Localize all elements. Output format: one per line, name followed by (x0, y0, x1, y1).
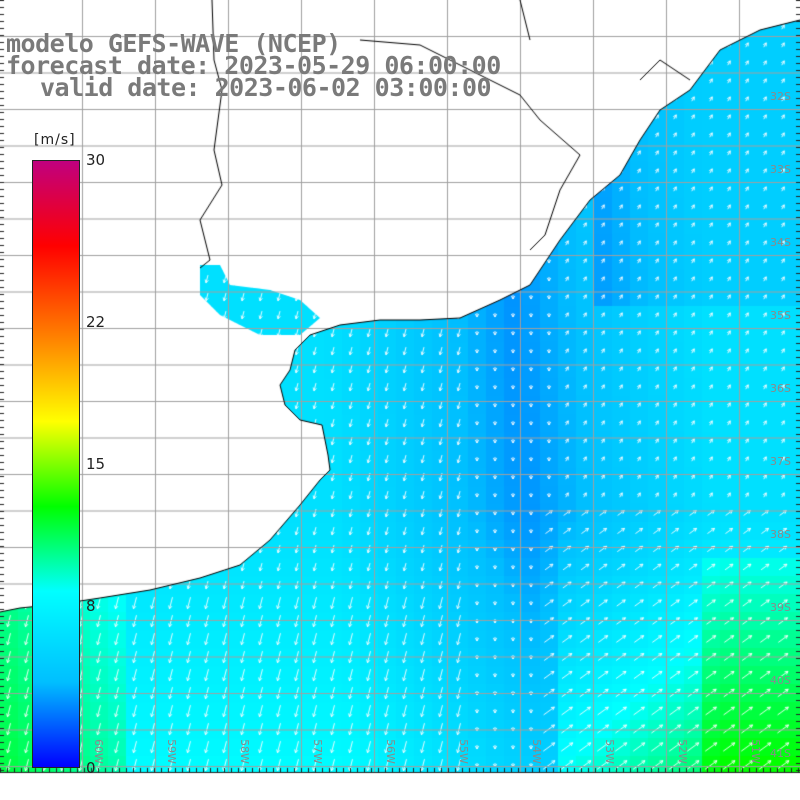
colorbar-tick-label: 8 (86, 596, 96, 615)
colorbar-tick-label: 30 (86, 151, 106, 169)
longitude-label: 58W (237, 739, 251, 764)
longitude-label: 55W (456, 739, 470, 764)
title-forecast-date: forecast date: 2023-05-29 06:00:00 (6, 51, 501, 80)
title-model: modelo GEFS-WAVE (NCEP) (6, 29, 341, 58)
latitude-label: 37S (770, 455, 791, 468)
colorbar-gradient (32, 160, 80, 768)
colorbar-tick-label: 15 (86, 455, 106, 473)
latitude-label: 36S (770, 382, 791, 395)
latitude-label: 33S (770, 163, 791, 176)
colorbar-units: [m/s] (34, 132, 76, 148)
latitude-label: 39S (770, 601, 791, 614)
longitude-label: 53W (602, 739, 616, 764)
longitude-label: 54W (529, 739, 543, 764)
latitude-label: 34S (770, 236, 791, 249)
colorbar-tick-label: 0 (86, 759, 96, 777)
colorbar-tick-label: 22 (86, 313, 106, 332)
longitude-label: 59W (164, 739, 178, 764)
longitude-label: 52W (675, 739, 689, 764)
latitude-label: 35S (770, 309, 791, 322)
longitude-label: 56W (383, 739, 397, 764)
longitude-label: 57W (310, 739, 324, 764)
latitude-label: 40S (770, 674, 791, 687)
colorbar (32, 160, 80, 768)
title-valid-date: valid date: 2023-06-02 03:00:00 (40, 73, 492, 102)
longitude-label: 60W (91, 739, 105, 764)
longitude-label: 51W (748, 739, 762, 764)
latitude-label: 41S (770, 747, 791, 760)
latitude-label: 38S (770, 528, 791, 541)
latitude-label: 32S (770, 90, 791, 103)
